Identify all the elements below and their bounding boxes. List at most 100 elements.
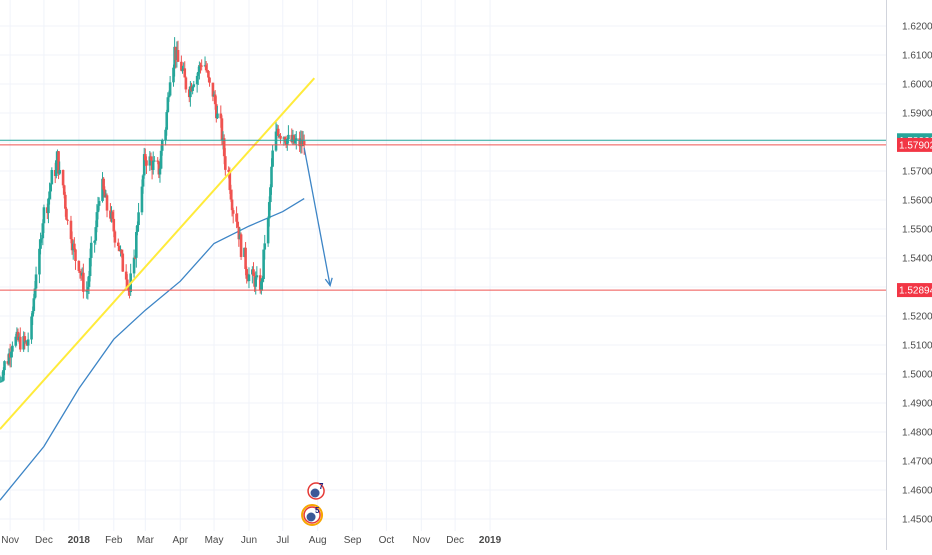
candle [180, 55, 183, 72]
candle [18, 327, 22, 352]
y-tick-label: 1.46000 [902, 486, 932, 497]
candle [216, 105, 219, 120]
grid [0, 0, 886, 531]
candle [69, 215, 73, 244]
candle [42, 204, 46, 233]
candle [49, 183, 52, 200]
drawings [0, 77, 886, 430]
candle [23, 332, 27, 350]
candle [65, 207, 68, 220]
candle [135, 226, 138, 268]
candle [137, 202, 140, 232]
candle [181, 65, 184, 74]
price-label-text: 1.57902 [899, 140, 932, 151]
candle [263, 234, 267, 260]
candle [102, 177, 105, 192]
candle [208, 76, 211, 87]
candle [30, 313, 33, 344]
candle [231, 207, 235, 224]
candle [113, 229, 117, 248]
candle [189, 81, 192, 107]
candle [11, 341, 14, 358]
candle [61, 169, 65, 189]
candle [26, 332, 30, 353]
candle [239, 232, 243, 260]
y-tick-label: 1.62000 [902, 22, 932, 33]
projection-arrow[interactable] [303, 147, 331, 286]
y-tick-label: 1.45000 [902, 515, 932, 526]
candle [195, 72, 199, 93]
candle [96, 196, 100, 220]
candle [274, 121, 278, 152]
y-tick-label: 1.50000 [902, 370, 932, 381]
y-tick-label: 1.51000 [902, 341, 932, 352]
price-label-text: 1.52894 [899, 286, 932, 297]
candle [269, 184, 272, 211]
candle [236, 213, 240, 228]
x-tick-label: Mar [137, 535, 155, 546]
candle [39, 232, 42, 255]
event-marker-count: 5 [315, 506, 320, 515]
x-tick-label: Dec [35, 535, 53, 546]
candle [93, 239, 96, 253]
x-tick-label: Oct [379, 535, 395, 546]
candle [41, 219, 45, 246]
candle [229, 184, 233, 202]
candle [255, 266, 259, 280]
event-markers[interactable]: 75 [301, 482, 325, 526]
candle [148, 151, 152, 171]
candle [50, 167, 54, 185]
x-tick-label: Jul [276, 535, 289, 546]
candle [279, 133, 282, 144]
price-label-box [897, 283, 932, 298]
candles [0, 37, 306, 383]
x-tick-label: 2019 [479, 535, 502, 546]
candle [247, 267, 251, 289]
candle [145, 156, 148, 174]
moving-average-line [0, 198, 305, 501]
y-tick-label: 1.59000 [902, 109, 932, 120]
x-tick-label: Nov [412, 535, 430, 546]
candle [89, 236, 93, 267]
x-tick-label: Feb [105, 535, 123, 546]
candle [266, 216, 270, 247]
y-tick-label: 1.48000 [902, 428, 932, 439]
candle [200, 59, 203, 71]
y-tick-label: 1.49000 [902, 399, 932, 410]
event-marker[interactable]: 7 [307, 482, 325, 500]
moving-average-layer [0, 198, 305, 501]
candle [271, 144, 274, 168]
candle [198, 61, 201, 80]
x-tick-label: 2018 [68, 535, 91, 546]
candle [34, 266, 38, 298]
event-marker[interactable]: 5 [301, 504, 324, 526]
candle [47, 197, 50, 224]
y-tick-label: 1.55000 [902, 225, 932, 236]
candle [132, 249, 136, 278]
event-marker-count: 7 [319, 482, 324, 491]
candle [97, 197, 101, 211]
candle [57, 150, 60, 180]
trendline[interactable] [0, 77, 316, 430]
candle [142, 147, 146, 179]
candle [149, 152, 153, 162]
candle [262, 249, 265, 283]
x-tick-label: Aug [309, 535, 327, 546]
candle [165, 109, 169, 136]
x-tick-label: Apr [172, 535, 188, 546]
candle [192, 80, 196, 88]
x-tick-label: May [205, 535, 224, 546]
candle [58, 161, 62, 176]
candle [151, 151, 155, 175]
x-tick-label: Jun [241, 535, 257, 546]
candle [176, 40, 180, 62]
candle [211, 82, 215, 102]
projection-arrow-head [324, 277, 333, 288]
candle [168, 76, 172, 97]
price-label-box [897, 137, 932, 152]
candle [252, 262, 255, 276]
